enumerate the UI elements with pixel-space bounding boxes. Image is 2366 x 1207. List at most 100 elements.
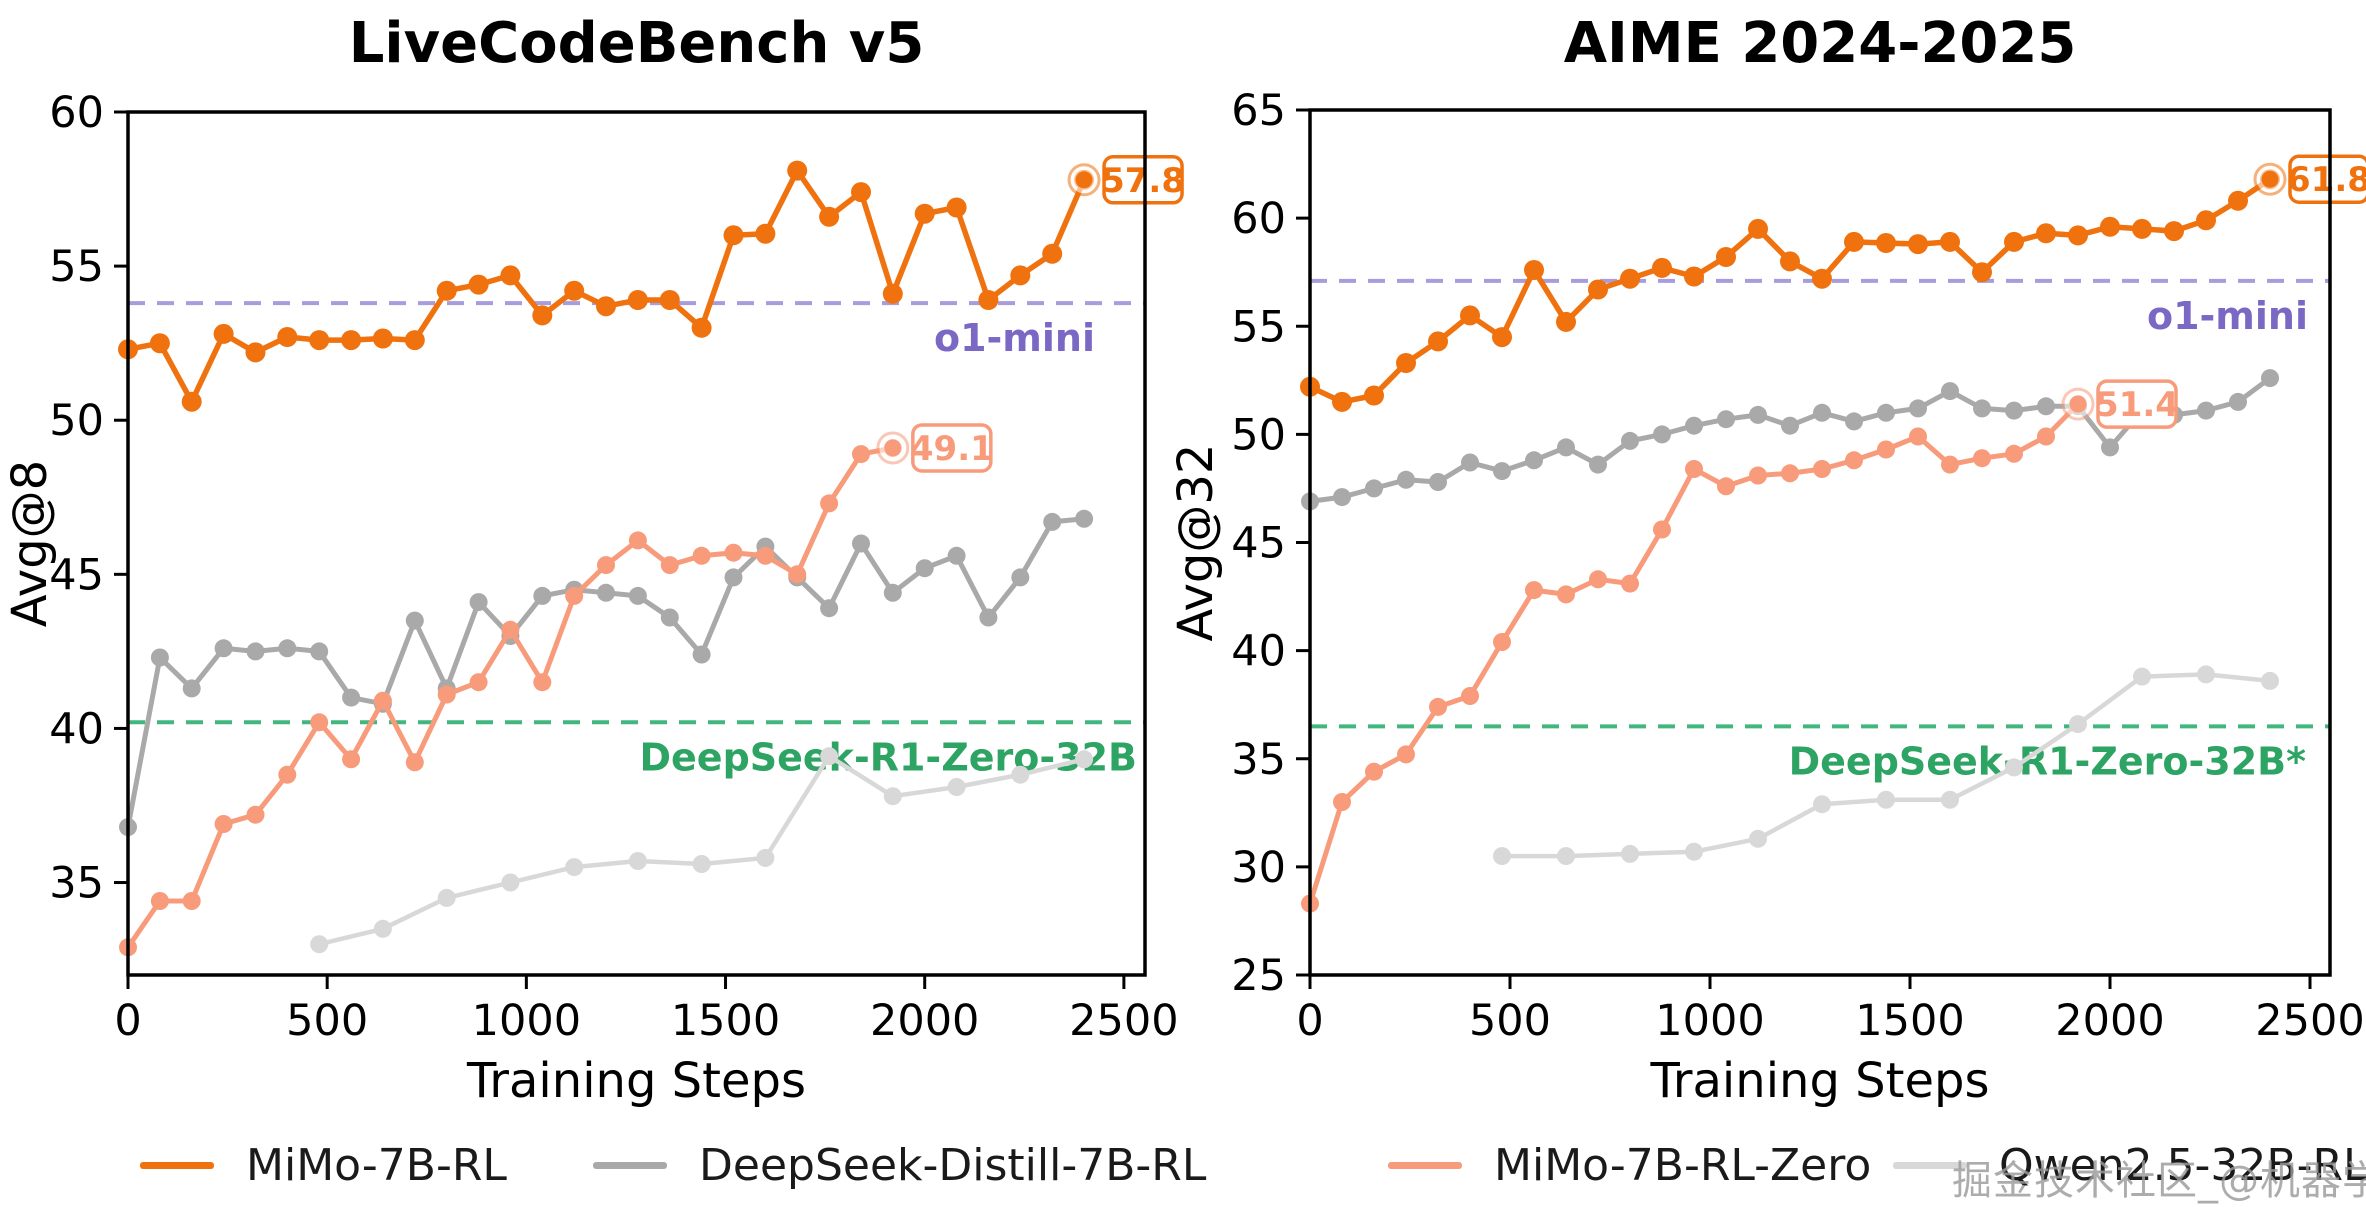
data-point-marker	[1749, 466, 1767, 485]
data-point-marker	[1685, 460, 1703, 478]
x-axis-label: Training Steps	[1650, 1053, 1990, 1109]
data-point-marker	[1684, 266, 1704, 287]
y-tick-label: 50	[49, 396, 104, 446]
chart-livecodebench-v5: LiveCodeBench v5 Training Steps Avg@8 0 500 1…	[2, 11, 1185, 1109]
end-dot	[1075, 171, 1093, 189]
data-point-marker	[2197, 401, 2215, 420]
end-value-label: 61.8	[2287, 160, 2366, 200]
data-point-marker	[246, 642, 265, 661]
legend-item-qwen2-5-32b-rl-zero: Qwen2.5-32B-RL-Zero	[1893, 1139, 2366, 1191]
x-tick-label: 500	[286, 996, 368, 1046]
data-point-marker	[1877, 403, 1895, 422]
end-value-label: 57.8	[1101, 161, 1185, 201]
data-point-marker	[914, 203, 935, 224]
data-point-marker	[1557, 585, 1575, 604]
data-point-marker	[1043, 512, 1062, 531]
end-dot	[884, 439, 902, 457]
data-point-marker	[692, 855, 711, 873]
data-point-marker	[1075, 750, 1094, 769]
data-point-marker	[1685, 842, 1703, 861]
data-point-marker	[724, 543, 743, 562]
data-point-marker	[1717, 477, 1735, 496]
data-point-marker	[565, 586, 584, 605]
data-point-marker	[1812, 268, 1832, 289]
data-point-marker	[1589, 455, 1607, 474]
y-tick-label: 45	[49, 550, 104, 600]
data-point-marker	[1941, 455, 1959, 474]
legend-item-mimo-7b-rl: MiMo-7B-RL	[140, 1140, 507, 1191]
data-point-marker	[469, 673, 488, 692]
chart-aime-2024-2025: AIME 2024-2025 Training Steps Avg@32 0 500 10…	[1168, 11, 2366, 1109]
legend-label: Qwen2.5-32B-RL-Zero	[1999, 1139, 2366, 1191]
data-point-marker	[533, 673, 552, 692]
data-point-marker	[532, 305, 553, 326]
data-point-marker	[2133, 667, 2151, 686]
data-point-marker	[1333, 488, 1351, 507]
data-point-marker	[1781, 416, 1799, 435]
data-point-marker	[1973, 449, 1991, 468]
x-tick-label: 2000	[2055, 996, 2164, 1046]
series-line	[127, 167, 1087, 405]
legend-label: DeepSeek-Distill-7B-RL	[699, 1139, 1207, 1191]
data-point-marker	[851, 182, 871, 203]
data-point-marker	[1781, 464, 1799, 483]
data-point-marker	[2004, 231, 2024, 252]
data-point-marker	[1333, 793, 1351, 811]
x-tick-label: 500	[1469, 996, 1551, 1046]
data-point-marker	[628, 531, 647, 550]
data-point-marker	[1011, 765, 1030, 784]
data-point-marker	[1941, 382, 1959, 401]
data-point-marker	[214, 815, 233, 833]
data-point-marker	[1397, 470, 1415, 489]
legend-line-swatch	[1893, 1161, 1967, 1169]
x-tick-label: 2500	[2255, 996, 2364, 1046]
data-point-marker	[1653, 520, 1671, 539]
data-point-marker	[628, 586, 647, 605]
data-point-marker	[2229, 392, 2247, 411]
y-tick-label: 55	[1231, 302, 1286, 352]
chart-title: AIME 2024-2025	[1564, 11, 2077, 76]
data-point-marker	[1909, 427, 1927, 446]
data-point-marker	[1557, 438, 1575, 457]
data-point-marker	[660, 556, 679, 575]
data-point-marker	[1749, 405, 1767, 424]
data-point-marker	[597, 583, 615, 602]
data-point-marker	[500, 265, 521, 286]
x-tick-label: 0	[1296, 996, 1323, 1046]
data-point-marker	[1876, 233, 1896, 253]
data-point-marker	[469, 593, 488, 612]
data-point-marker	[1748, 218, 1768, 239]
data-point-marker	[565, 858, 584, 877]
data-point-marker	[1396, 353, 1416, 373]
reference-label-o1-mini: o1-mini	[2147, 294, 2308, 338]
data-point-marker	[787, 160, 808, 181]
data-point-marker	[2100, 216, 2120, 237]
data-point-marker	[437, 888, 456, 907]
data-point-marker	[1653, 425, 1671, 444]
data-point-marker	[501, 873, 520, 892]
data-point-marker	[660, 608, 679, 627]
data-point-marker	[1877, 790, 1895, 809]
data-point-marker	[724, 568, 743, 587]
data-point-marker	[947, 778, 966, 796]
data-point-marker	[1940, 231, 1960, 252]
legend-line-swatch	[1388, 1161, 1462, 1169]
data-point-marker	[341, 330, 362, 351]
data-point-marker	[1493, 847, 1511, 866]
data-point-marker	[310, 713, 329, 732]
data-point-marker	[1908, 234, 1928, 255]
data-point-marker	[372, 328, 393, 349]
legend-line-swatch	[593, 1161, 667, 1169]
legend-label: MiMo-7B-RL-Zero	[1494, 1139, 1872, 1191]
y-tick-label: 35	[1231, 735, 1286, 785]
series-line	[1308, 176, 2272, 405]
data-point-marker	[820, 747, 839, 766]
x-tick-label: 0	[114, 996, 141, 1046]
data-point-marker	[1397, 745, 1415, 764]
data-point-marker	[1972, 262, 1992, 283]
data-point-marker	[2197, 665, 2215, 684]
x-tick-label: 2000	[870, 996, 979, 1046]
data-point-marker	[1588, 279, 1608, 300]
data-point-marker	[2101, 438, 2119, 457]
data-point-marker	[564, 280, 585, 301]
